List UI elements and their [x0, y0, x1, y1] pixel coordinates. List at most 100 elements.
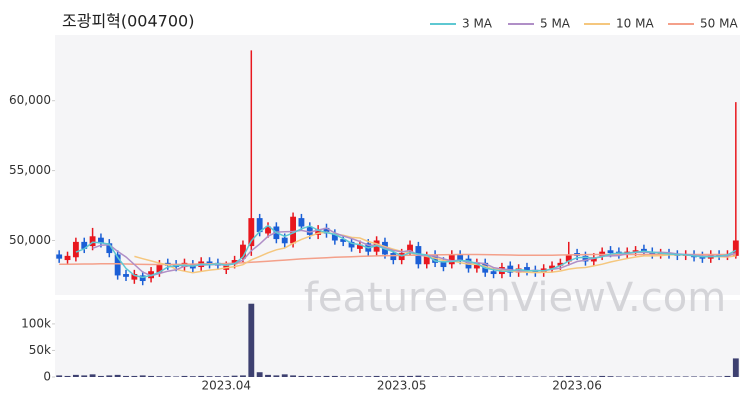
volume-bar — [682, 376, 689, 377]
volume-bar — [106, 375, 113, 377]
candle-body — [732, 240, 739, 256]
volume-bar — [473, 376, 480, 377]
volume-bar — [164, 376, 171, 377]
x-tick-label: 2023.06 — [552, 379, 602, 393]
volume-bar — [131, 375, 138, 377]
volume-bar — [457, 376, 464, 377]
volume-bar — [407, 375, 413, 377]
volume-bar — [206, 376, 213, 377]
candle-body — [315, 229, 322, 235]
volume-bar — [214, 376, 221, 377]
volume-bar — [173, 376, 180, 377]
candle-body — [524, 267, 530, 272]
y-tick-label: 0 — [43, 370, 51, 384]
volume-bar — [582, 376, 589, 377]
volume-bar — [390, 376, 397, 377]
volume-bar — [223, 376, 230, 377]
legend-label: 3 MA — [462, 17, 493, 31]
volume-bar — [615, 376, 622, 377]
volume-bar — [699, 376, 706, 377]
volume-bar — [365, 376, 372, 377]
volume-bar — [81, 375, 88, 377]
candle-body — [641, 248, 647, 252]
y-tick-label: 55,000 — [9, 163, 51, 177]
candle-body — [231, 260, 238, 265]
x-tick-label: 2023.04 — [201, 379, 251, 393]
volume-bar — [482, 376, 489, 377]
candle-body — [290, 216, 297, 244]
volume-bar — [148, 375, 154, 377]
x-tick-label: 2023.05 — [377, 379, 427, 393]
volume-bar — [691, 376, 697, 377]
volume-bar — [290, 375, 297, 377]
volume-bar — [398, 375, 405, 377]
volume-bar — [231, 375, 238, 377]
volume-bar — [298, 375, 305, 377]
volume-bar — [490, 376, 497, 377]
volume-bar — [641, 376, 647, 377]
volume-bar — [440, 376, 447, 377]
candle-body — [448, 254, 455, 265]
volume-bar — [716, 376, 723, 377]
volume-bar — [540, 376, 547, 377]
volume-bar — [732, 358, 739, 377]
volume-bar — [674, 376, 681, 377]
volume-bar — [590, 376, 597, 377]
candle-body — [565, 254, 572, 262]
volume-bar — [123, 375, 129, 377]
candle-body — [281, 237, 288, 244]
volume-bar — [524, 376, 530, 377]
candle-body — [123, 274, 129, 277]
candle-body — [248, 218, 255, 247]
volume-bar — [265, 374, 271, 377]
ma-line — [75, 224, 737, 279]
candle-body — [323, 227, 330, 234]
volume-panel — [55, 300, 740, 377]
volume-bar — [98, 375, 104, 377]
volume-bar — [156, 376, 163, 377]
volume-bar — [331, 375, 338, 377]
y-tick-label: 60,000 — [9, 93, 51, 107]
candle-body — [331, 233, 338, 241]
volume-bar — [532, 376, 539, 377]
volume-bar — [515, 376, 522, 377]
volume-bar — [198, 375, 205, 377]
volume-bar — [256, 372, 263, 377]
volume-bar — [666, 376, 672, 377]
candle-body — [590, 257, 597, 262]
candle-body — [265, 226, 271, 234]
volume-bar — [273, 375, 280, 377]
volume-bar — [248, 303, 255, 377]
candle-body — [89, 236, 96, 247]
chart-title: 조광피혁(004700) — [62, 12, 194, 31]
candle-body — [440, 261, 447, 268]
candle-body — [340, 239, 347, 242]
candle-body — [356, 244, 363, 249]
volume-bar — [181, 375, 188, 377]
y-tick-label: 50,000 — [9, 233, 51, 247]
candle-body — [64, 255, 71, 261]
candle-body — [582, 255, 589, 262]
candle-body — [56, 254, 63, 259]
watermark: feature.enViewV.com — [304, 275, 726, 321]
volume-bar — [281, 374, 288, 377]
volume-bar — [382, 376, 388, 377]
candle-body — [72, 241, 79, 258]
candle-body — [423, 255, 430, 265]
volume-bar — [557, 376, 564, 377]
volume-bar — [373, 375, 380, 377]
candle-body — [256, 218, 263, 233]
legend-label: 50 MA — [700, 17, 738, 31]
volume-bar — [624, 376, 631, 377]
volume-bar — [549, 376, 555, 377]
candle-body — [156, 264, 163, 273]
y-tick-label: 50k — [29, 343, 51, 357]
legend-label: 10 MA — [616, 17, 654, 31]
volume-bar — [607, 376, 614, 377]
candle-body — [306, 226, 313, 235]
volume-bar — [306, 375, 313, 377]
volume-bar — [323, 375, 330, 377]
candle-body — [114, 254, 121, 276]
volume-bar — [632, 376, 639, 377]
